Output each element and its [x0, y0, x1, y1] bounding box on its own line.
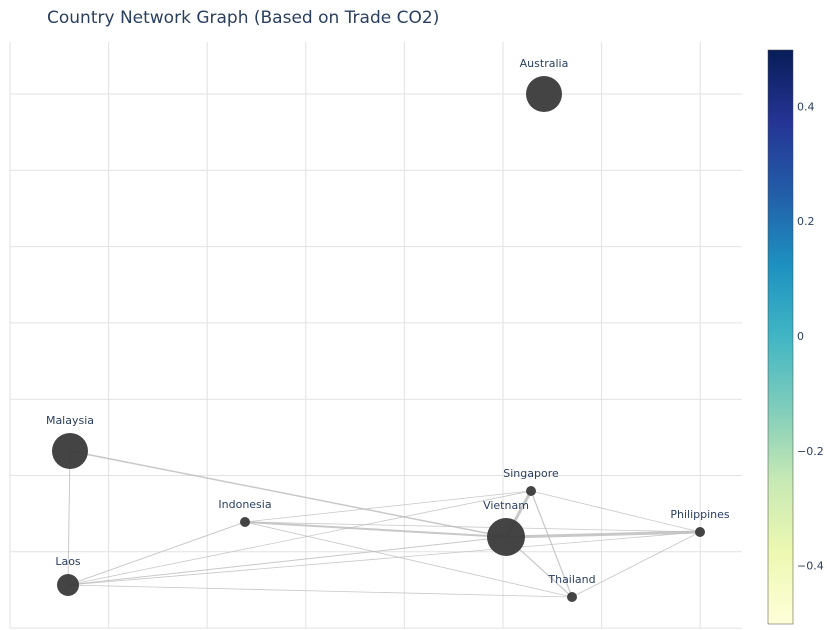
node: [57, 574, 79, 596]
colorbar: [767, 49, 794, 625]
chart-title: Country Network Graph (Based on Trade CO…: [47, 8, 439, 28]
edge: [244, 490, 532, 523]
node-label: Vietnam: [483, 499, 529, 512]
edge: [571, 531, 701, 598]
colorbar-tick-label: 0: [797, 330, 804, 343]
edge: [67, 521, 246, 586]
node-label: Laos: [55, 555, 81, 568]
node: [487, 518, 525, 556]
node-label: Malaysia: [46, 414, 94, 427]
edge: [67, 490, 532, 586]
edge: [67, 536, 507, 586]
node: [240, 517, 250, 527]
colorbar-tick-label: 0.4: [797, 100, 815, 113]
node: [695, 527, 705, 537]
edge: [67, 584, 573, 598]
edge: [69, 450, 507, 538]
edge: [530, 490, 573, 598]
edge: [67, 531, 701, 586]
node: [526, 76, 562, 112]
node-label: Australia: [520, 57, 569, 70]
node-label: Singapore: [503, 467, 559, 480]
node: [567, 592, 577, 602]
edge: [67, 450, 71, 586]
node-label: Philippines: [670, 508, 730, 521]
edge: [530, 490, 701, 533]
node-label: Thailand: [547, 573, 595, 586]
colorbar-tick-label: −0.4: [797, 560, 824, 573]
node: [526, 486, 536, 496]
edge: [244, 521, 701, 533]
edge: [244, 521, 507, 538]
edge: [244, 521, 573, 598]
colorbar-tick-label: −0.2: [797, 445, 824, 458]
colorbar-tick-label: 0.2: [797, 215, 815, 228]
edge: [505, 530, 701, 539]
node: [52, 433, 88, 469]
node-label: Indonesia: [218, 498, 271, 511]
